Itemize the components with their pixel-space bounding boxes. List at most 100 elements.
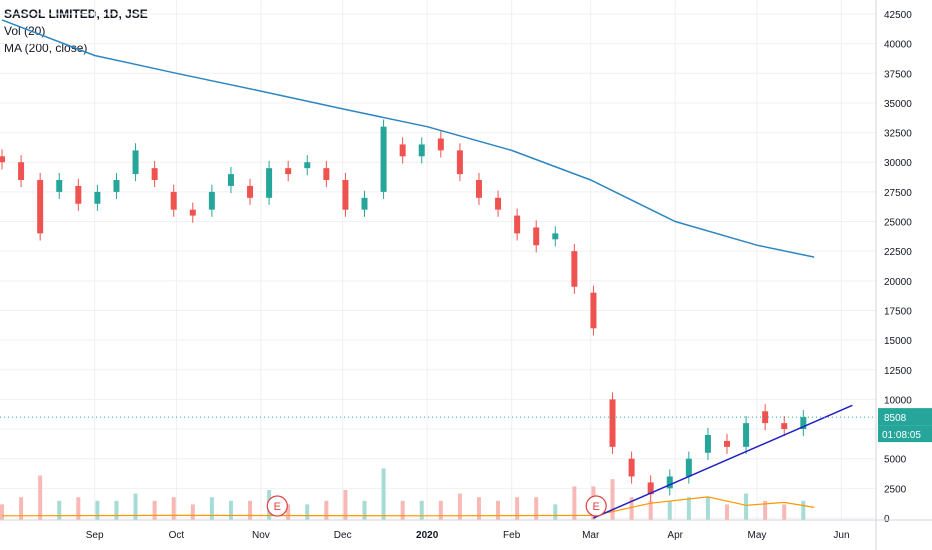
volume-bar (286, 504, 291, 520)
candle-body (781, 423, 788, 430)
candle-body (170, 191, 177, 210)
volume-bar (171, 497, 176, 520)
time-tick-label: Sep (86, 530, 104, 541)
price-tick-label: 17500 (884, 306, 912, 317)
candle-body (18, 162, 25, 181)
volume-bar (57, 500, 62, 520)
price-tick-label: 27500 (884, 188, 912, 199)
event-marker-circle (585, 495, 607, 517)
volume-bar (362, 500, 367, 520)
ma200-line (1, 19, 815, 258)
price-tick-label: 35000 (884, 99, 912, 110)
volume-bar (76, 497, 81, 520)
event-marker-circle (266, 495, 288, 517)
candle-body (723, 440, 730, 447)
volume-bar (305, 504, 310, 520)
price-tick-label: 40000 (884, 40, 912, 51)
volume-bar (648, 500, 653, 520)
volume-bar (38, 475, 43, 520)
volume-bar (572, 486, 577, 520)
time-tick-label: Jun (833, 530, 849, 541)
time-tick-label: Apr (667, 530, 683, 541)
price-tick-label: 37500 (884, 69, 912, 80)
candle-body (323, 168, 330, 181)
volume-bar (0, 504, 4, 520)
volume-bar (228, 500, 233, 520)
candle-body (437, 138, 444, 151)
time-tick-label: Dec (334, 530, 352, 541)
volume-bar (248, 500, 253, 520)
time-tick-label: May (748, 530, 767, 541)
candle-body (552, 233, 559, 240)
candle-body (361, 197, 368, 210)
volume-bar (324, 500, 329, 520)
volume-bar (457, 493, 462, 520)
candle-body (800, 417, 807, 430)
price-tick-label: 15000 (884, 336, 912, 347)
candle-body (762, 411, 769, 424)
volume-bar (534, 497, 539, 520)
volume-bar (705, 497, 710, 520)
volume-bars (0, 468, 806, 520)
candle-body (94, 191, 101, 204)
volume-bar (515, 497, 520, 520)
volume-bar (496, 500, 501, 520)
time-tick-label: Nov (252, 530, 270, 541)
candle-body (571, 251, 578, 287)
candle-body (590, 292, 597, 329)
volume-bar (190, 504, 195, 520)
price-tick-label: 12500 (884, 366, 912, 377)
candle-body (495, 197, 502, 210)
price-tick-label: 5000 (884, 455, 907, 466)
candle-body (456, 150, 463, 175)
candle-body (56, 180, 63, 192)
candle-body (418, 144, 425, 157)
trendline (593, 404, 853, 519)
price-tick-label: 25000 (884, 218, 912, 229)
volume-bar (381, 468, 386, 520)
candle-body (628, 458, 635, 477)
event-marker-label: E (592, 501, 599, 513)
last-price-label: 8508 (884, 413, 907, 424)
volume-bar (476, 497, 481, 520)
volume-bar (133, 493, 138, 520)
volume-bar (686, 497, 691, 520)
candle-body (533, 227, 540, 246)
volume-indicator-label: Vol (20) (4, 24, 46, 38)
candle-body (514, 215, 521, 234)
price-tick-label: 42500 (884, 10, 912, 21)
candle-body (685, 458, 692, 477)
event-marker-label: E (274, 501, 281, 513)
price-tick-label: 20000 (884, 277, 912, 288)
indicator-lines (0, 19, 876, 519)
candle-body (37, 180, 44, 234)
grid-lines (0, 0, 876, 520)
time-tick-label: Mar (582, 530, 600, 541)
candle-body (285, 168, 292, 175)
candlestick-series (0, 119, 807, 502)
volume-bar (343, 490, 348, 520)
candle-body (113, 180, 120, 192)
candle-body (266, 168, 273, 198)
candle-body (475, 180, 482, 198)
volume-bar (553, 504, 558, 520)
candle-body (743, 423, 750, 447)
candle-body (132, 150, 139, 175)
volume-bar (209, 497, 214, 520)
candle-body (151, 168, 158, 181)
volume-bar (782, 504, 787, 520)
volume-bar (724, 504, 729, 520)
volume-bar (801, 500, 806, 520)
countdown-badge (878, 425, 932, 443)
candle-body (304, 162, 311, 169)
time-tick-label: 2020 (416, 530, 439, 541)
volume-bar (114, 500, 119, 520)
price-tick-label: 10000 (884, 395, 912, 406)
candle-body (704, 434, 711, 453)
candle-body (609, 399, 616, 447)
volume-bar (744, 493, 749, 520)
volume-bar (95, 500, 100, 520)
